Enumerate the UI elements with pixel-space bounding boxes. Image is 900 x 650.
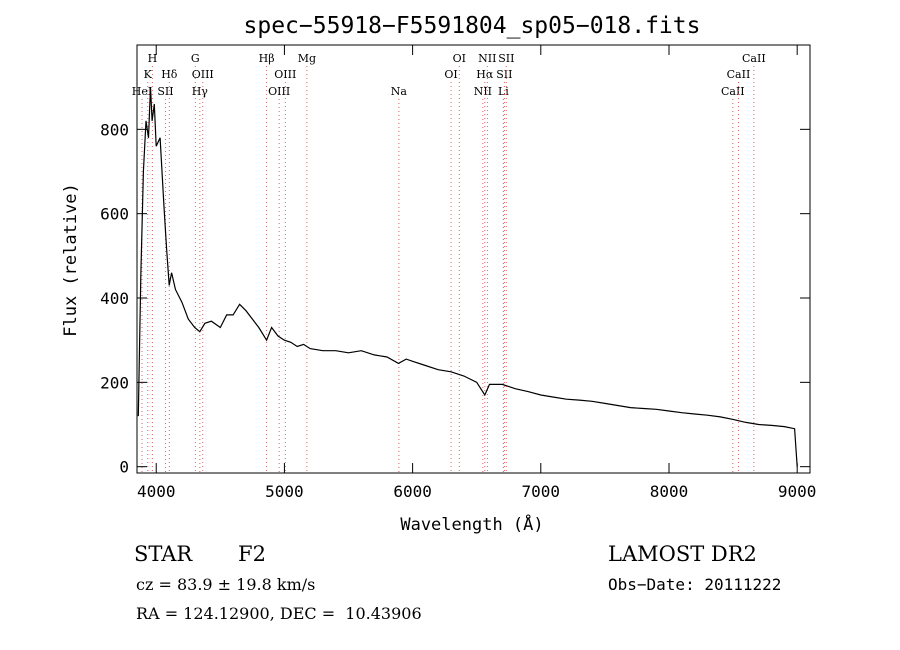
y-tick-label: 600 — [100, 205, 129, 224]
plot-frame — [136, 44, 811, 474]
coordinates-text: RA = 124.12900, DEC = 10.43906 — [136, 604, 422, 623]
spectrum-line — [137, 87, 798, 467]
line-marker-label: Hβ — [259, 52, 275, 65]
emission-line-markers: HeIKHSIIHδGHγOIIIHβOIIIOIIIMgNaOIOINIIHα… — [132, 52, 766, 473]
x-tick-label: 5000 — [265, 482, 304, 501]
y-tick-label: 0 — [119, 458, 129, 477]
y-axis-label: Flux (relative) — [61, 183, 81, 337]
line-marker-label: K — [144, 68, 153, 81]
x-tick-label: 7000 — [522, 482, 561, 501]
axes-layer: 4000 5000 6000 7000 8000 9000 0 200 400 600 800 — [100, 44, 817, 501]
line-marker-label: NII — [478, 52, 496, 65]
y-tick-label: 400 — [100, 289, 129, 308]
x-axis-label: Wavelength (Å) — [400, 513, 543, 535]
line-marker-label: OI — [444, 68, 457, 81]
line-marker-label: SII — [157, 85, 173, 98]
line-marker-label: CaII — [721, 85, 745, 98]
x-tick-label: 6000 — [393, 482, 432, 501]
x-tick-label: 4000 — [137, 482, 176, 501]
line-marker-label: OIII — [274, 68, 296, 81]
y-tick-label: 800 — [100, 120, 129, 139]
redshift-text: cz = 83.9 ± 19.8 km/s — [136, 575, 316, 594]
line-marker-label: NII — [474, 85, 492, 98]
observation-date: Obs−Date: 20111222 — [608, 575, 782, 594]
x-tick-label: 9000 — [778, 482, 817, 501]
line-marker-label: Hδ — [161, 68, 178, 81]
line-marker-label: CaII — [727, 68, 751, 81]
chart-title: spec−55918−F5591804_sp05−018.fits — [244, 13, 701, 39]
line-marker-label: Hα — [476, 68, 494, 81]
x-tick-label: 8000 — [650, 482, 689, 501]
spectrum-line-layer — [137, 87, 798, 467]
line-marker-label: SII — [498, 52, 514, 65]
line-marker-label: CaII — [742, 52, 766, 65]
line-marker-label: Li — [498, 85, 509, 98]
line-marker-label: Mg — [298, 52, 316, 65]
survey-name: LAMOST DR2 — [608, 542, 757, 566]
object-subclass: F2 — [238, 542, 266, 566]
line-marker-label: Na — [391, 85, 408, 98]
line-marker-label: G — [191, 52, 200, 65]
line-marker-label: Hγ — [192, 85, 209, 98]
y-tick-label: 200 — [100, 373, 129, 392]
line-marker-label: OIII — [268, 85, 290, 98]
line-marker-label: OIII — [192, 68, 214, 81]
line-marker-label: SII — [496, 68, 512, 81]
line-marker-label: H — [148, 52, 158, 65]
line-marker-label: HeI — [132, 85, 152, 98]
line-marker-label: OI — [453, 52, 466, 65]
object-class: STAR — [134, 542, 193, 566]
